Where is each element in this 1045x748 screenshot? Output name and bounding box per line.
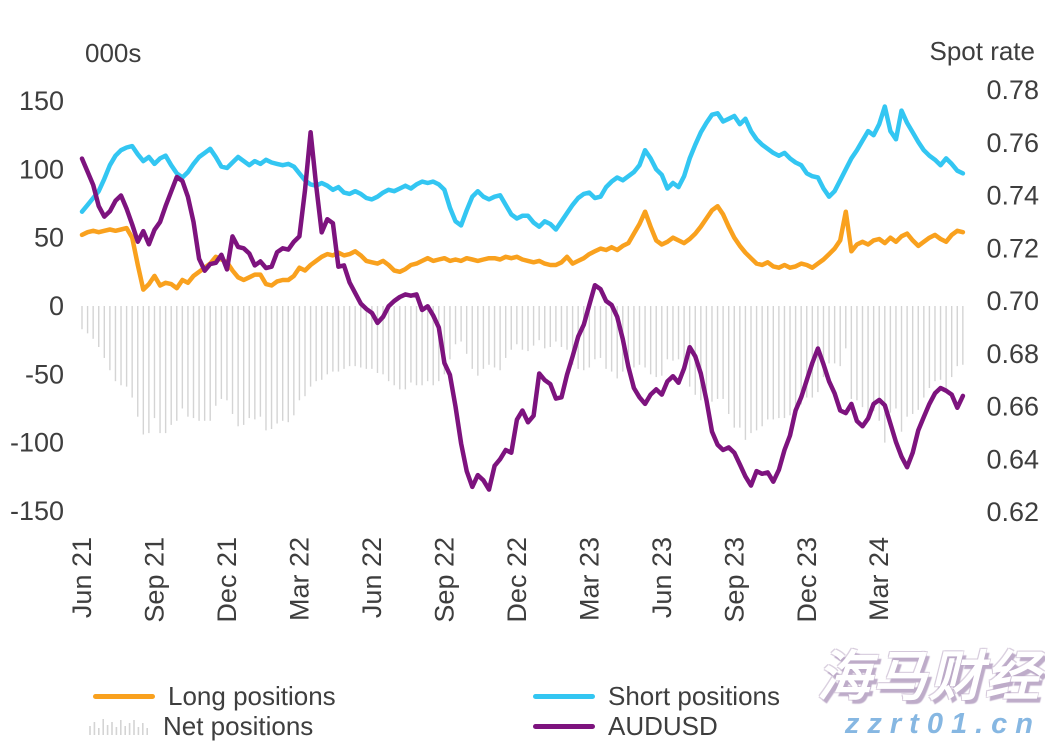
right-axis-tick-label: 0.64	[986, 444, 1039, 474]
net-positions-bars-icon	[89, 719, 149, 735]
x-axis-tick-label: Sep 21	[140, 537, 170, 623]
x-axis-tick-label: Jun 22	[357, 537, 387, 618]
legend-label-short: Short positions	[608, 680, 780, 711]
right-axis-tick-label: 0.66	[986, 392, 1039, 422]
left-axis-tick-label: -100	[10, 428, 64, 458]
left-axis-tick-label: -50	[25, 359, 64, 389]
legend-label-audusd: AUDUSD	[608, 710, 718, 741]
left-axis-title: 000s	[85, 38, 142, 68]
x-axis-tick-label: Dec 23	[792, 537, 822, 623]
legend-label-net: Net positions	[163, 710, 314, 741]
audusd-line	[79, 129, 966, 492]
legend-item-net-positions: Net positions	[88, 711, 313, 741]
right-axis-tick-label: 0.62	[986, 497, 1039, 527]
long-positions-line-icon	[93, 693, 155, 699]
left-axis-tick-label: 50	[34, 223, 64, 253]
right-axis-tick-label: 0.78	[986, 75, 1039, 105]
x-axis-tick-label: Sep 23	[719, 537, 749, 623]
short-positions-line-icon	[533, 693, 595, 699]
long-positions-line	[79, 203, 966, 292]
right-axis-tick-label: 0.76	[986, 128, 1039, 158]
legend-item-short-positions: Short positions	[533, 681, 780, 711]
legend-item-audusd: AUDUSD	[533, 711, 718, 741]
right-axis-title: Spot rate	[929, 36, 1035, 66]
x-axis-tick-label: Sep 22	[429, 537, 459, 623]
x-axis-tick-label: Mar 23	[574, 537, 604, 621]
short-positions-line	[79, 104, 966, 232]
legend-item-long-positions: Long positions	[93, 681, 336, 711]
legend-label-long: Long positions	[168, 680, 336, 711]
right-axis-tick-label: 0.68	[986, 339, 1039, 369]
x-axis-tick-label: Dec 22	[502, 537, 532, 623]
x-axis-tick-label: Jun 23	[647, 537, 677, 618]
left-axis-tick-label: 150	[19, 86, 64, 116]
right-axis-tick-label: 0.74	[986, 181, 1039, 211]
right-axis-tick-label: 0.72	[986, 233, 1039, 263]
x-axis-tick-label: Dec 21	[212, 537, 242, 623]
x-axis-tick-label: Jun 21	[67, 537, 97, 618]
left-axis-tick-label: 100	[19, 154, 64, 184]
x-axis-tick-label: Mar 22	[284, 537, 314, 621]
left-axis-tick-label: -150	[10, 496, 64, 526]
x-axis-tick-label: Mar 24	[864, 537, 894, 621]
right-axis-tick-label: 0.70	[986, 286, 1039, 316]
audusd-line-icon	[533, 723, 595, 729]
left-axis-tick-label: 0	[49, 291, 64, 321]
